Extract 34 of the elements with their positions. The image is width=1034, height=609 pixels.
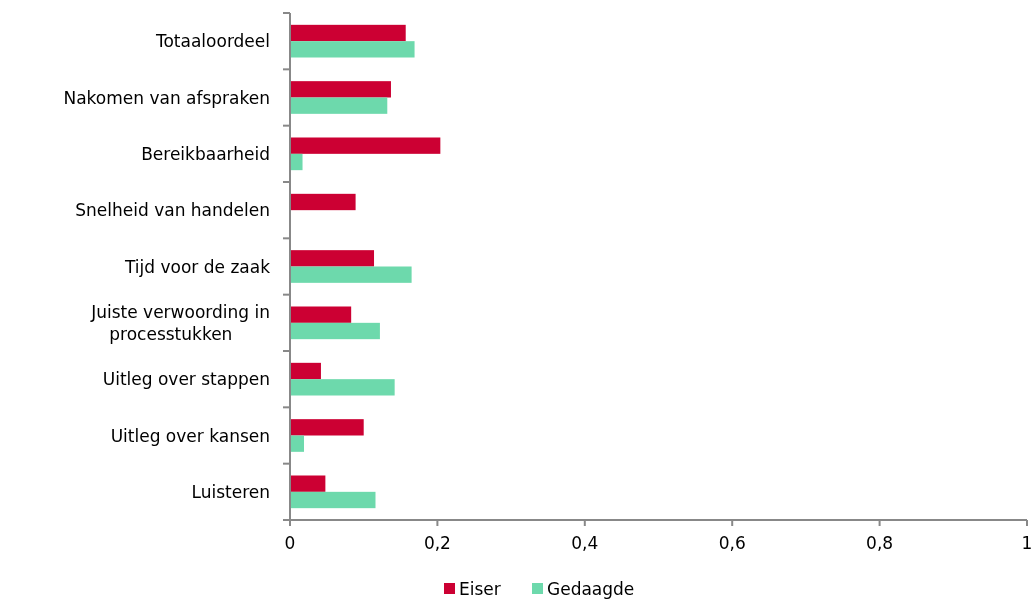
- bar: [290, 475, 326, 492]
- y-tick-label: Luisteren: [191, 481, 270, 502]
- x-tick-label: 0: [284, 533, 296, 553]
- x-tick-label: 0,4: [571, 533, 599, 553]
- y-tick-label: Totaaloordeel: [154, 31, 270, 52]
- x-tick-label: 1: [1021, 533, 1033, 553]
- bar: [290, 322, 380, 340]
- y-tick-label: Juiste verwoording in processtukken: [90, 301, 270, 344]
- y-tick-label: Uitleg over kansen: [110, 425, 270, 446]
- bar: [290, 81, 391, 98]
- x-tick-label: 0,2: [423, 533, 451, 553]
- bar: [290, 153, 303, 171]
- legend-label: Eiser: [459, 579, 501, 599]
- bar: [290, 97, 388, 114]
- bar: [290, 306, 352, 323]
- y-tick-label: Tijd voor de zaak: [123, 256, 271, 277]
- y-tick-label: Snelheid van handelen: [75, 200, 270, 221]
- bar: [290, 491, 376, 509]
- y-tick-label: Bereikbaarheid: [141, 143, 270, 164]
- bar: [290, 266, 412, 283]
- x-tick-label: 0,6: [718, 533, 746, 553]
- bar: [290, 435, 304, 452]
- bar: [290, 137, 441, 154]
- bar: [290, 379, 395, 396]
- y-tick-label: Uitleg over stappen: [102, 369, 270, 390]
- bar: [290, 250, 375, 267]
- bar: [290, 193, 356, 211]
- legend-label: Gedaagde: [547, 579, 635, 599]
- y-tick-label: Nakomen van afspraken: [63, 87, 270, 108]
- x-tick-label: 0,8: [866, 533, 894, 553]
- bar: [290, 41, 415, 58]
- bar: [290, 362, 321, 380]
- bar: [290, 419, 364, 436]
- bar: [290, 24, 406, 42]
